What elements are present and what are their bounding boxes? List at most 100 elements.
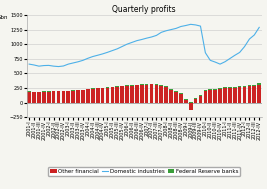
Domestic industries [42, 64, 45, 67]
Bar [189, 103, 193, 110]
Bar [179, 93, 183, 94]
Bar [140, 84, 144, 85]
Bar [213, 90, 217, 103]
Bar [238, 87, 241, 103]
Bar [159, 85, 163, 86]
Bar [130, 85, 134, 86]
Bar [248, 86, 251, 103]
Domestic industries [125, 43, 129, 45]
Bar [130, 86, 134, 103]
Bar [218, 88, 222, 89]
Domestic industries [214, 61, 217, 63]
Bar [101, 88, 104, 103]
Bar [76, 91, 80, 103]
Bar [71, 90, 75, 91]
Bar [57, 91, 60, 103]
Bar [213, 89, 217, 90]
Bar [125, 85, 129, 86]
Bar [47, 91, 50, 92]
Bar [199, 96, 202, 103]
Domestic industries [81, 59, 85, 61]
Bar [203, 90, 207, 91]
Bar [155, 85, 158, 103]
Domestic industries [238, 51, 241, 53]
Domestic industries [199, 25, 202, 27]
Domestic industries [116, 48, 119, 50]
Bar [125, 86, 129, 103]
Bar [115, 87, 119, 103]
Domestic industries [209, 59, 212, 61]
Domestic industries [194, 24, 197, 26]
Domestic industries [135, 40, 139, 42]
Bar [111, 87, 114, 103]
Domestic industries [33, 64, 36, 66]
Domestic industries [253, 34, 256, 36]
Bar [27, 91, 31, 92]
Bar [253, 84, 256, 86]
Bar [106, 87, 109, 88]
Domestic industries [72, 62, 75, 64]
Domestic industries [160, 31, 163, 33]
Domestic industries [179, 25, 183, 28]
Domestic industries [150, 36, 153, 38]
Domestic industries [76, 61, 80, 63]
Domestic industries [189, 23, 192, 26]
Domestic industries [228, 57, 231, 60]
Domestic industries [91, 55, 95, 58]
Bar [86, 89, 90, 103]
Bar [91, 89, 95, 103]
Domestic industries [233, 54, 236, 57]
Bar [199, 95, 202, 96]
Bar [233, 88, 237, 103]
Y-axis label: $bn: $bn [0, 15, 8, 20]
Title: Quarterly profits: Quarterly profits [112, 5, 176, 14]
Bar [223, 87, 227, 88]
Domestic industries [145, 37, 148, 39]
Domestic industries [218, 63, 222, 65]
Domestic industries [52, 65, 55, 67]
Bar [233, 87, 237, 88]
Bar [120, 86, 124, 103]
Bar [52, 91, 56, 103]
Bar [179, 94, 183, 103]
Bar [164, 87, 168, 103]
Bar [37, 92, 41, 103]
Domestic industries [248, 38, 251, 40]
Bar [174, 91, 178, 92]
Bar [174, 92, 178, 103]
Bar [243, 86, 246, 87]
Bar [194, 98, 197, 99]
Domestic industries [130, 41, 134, 43]
Bar [203, 91, 207, 103]
Domestic industries [243, 46, 246, 48]
Domestic industries [37, 65, 41, 67]
Bar [248, 85, 251, 86]
Domestic industries [101, 53, 104, 55]
Domestic industries [174, 27, 178, 29]
Domestic industries [62, 65, 65, 67]
Bar [218, 89, 222, 103]
Domestic industries [86, 57, 89, 59]
Bar [47, 92, 50, 103]
Legend: Other financial, Domestic industries, Federal Reserve banks: Other financial, Domestic industries, Fe… [48, 167, 240, 176]
Bar [257, 85, 261, 103]
Domestic industries [47, 64, 50, 67]
Domestic industries [111, 50, 114, 52]
Bar [228, 88, 232, 103]
Domestic industries [121, 45, 124, 48]
Bar [243, 87, 246, 103]
Bar [140, 85, 144, 103]
Domestic industries [140, 38, 143, 41]
Bar [145, 85, 148, 103]
Domestic industries [96, 54, 99, 56]
Bar [27, 92, 31, 103]
Domestic industries [106, 51, 109, 53]
Bar [42, 91, 46, 92]
Bar [145, 84, 148, 85]
Domestic industries [164, 30, 168, 32]
Domestic industries [184, 24, 187, 27]
Bar [184, 100, 188, 103]
Domestic industries [67, 63, 70, 65]
Bar [209, 89, 212, 90]
Bar [42, 92, 46, 103]
